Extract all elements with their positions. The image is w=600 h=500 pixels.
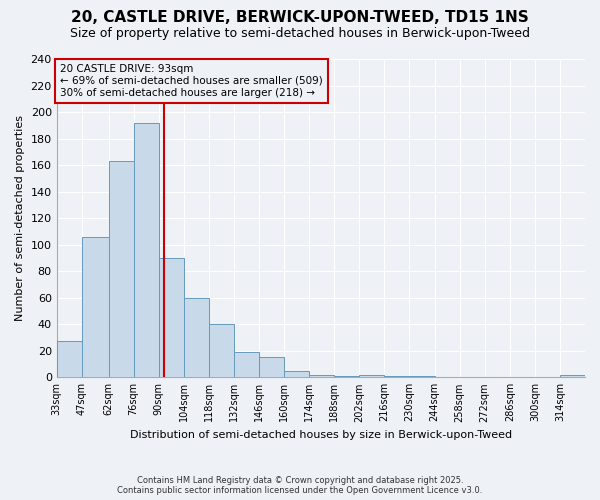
Bar (234, 352, 259, 378)
Bar (409, 376, 434, 378)
Bar (109, 161, 134, 378)
Bar (134, 122, 159, 378)
X-axis label: Distribution of semi-detached houses by size in Berwick-upon-Tweed: Distribution of semi-detached houses by … (130, 430, 512, 440)
Bar (359, 374, 385, 378)
Bar (334, 376, 359, 378)
Bar (82, 236, 109, 378)
Bar (385, 376, 409, 378)
Text: Size of property relative to semi-detached houses in Berwick-upon-Tweed: Size of property relative to semi-detach… (70, 28, 530, 40)
Text: Contains HM Land Registry data © Crown copyright and database right 2025.
Contai: Contains HM Land Registry data © Crown c… (118, 476, 482, 495)
Bar (159, 258, 184, 378)
Bar (284, 370, 309, 378)
Bar (209, 324, 234, 378)
Text: 20, CASTLE DRIVE, BERWICK-UPON-TWEED, TD15 1NS: 20, CASTLE DRIVE, BERWICK-UPON-TWEED, TD… (71, 10, 529, 25)
Bar (560, 374, 585, 378)
Bar (259, 358, 284, 378)
Y-axis label: Number of semi-detached properties: Number of semi-detached properties (15, 115, 25, 321)
Bar (184, 298, 209, 378)
Bar (309, 374, 334, 378)
Bar (56, 342, 82, 378)
Text: 20 CASTLE DRIVE: 93sqm
← 69% of semi-detached houses are smaller (509)
30% of se: 20 CASTLE DRIVE: 93sqm ← 69% of semi-det… (60, 64, 323, 98)
